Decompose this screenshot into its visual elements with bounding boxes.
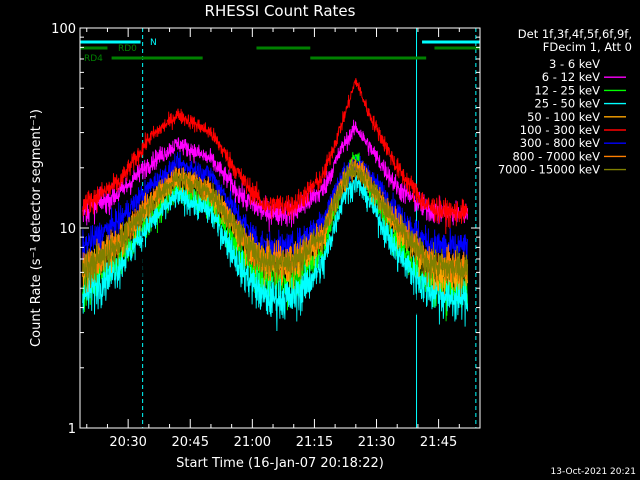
xtick-label-2: 21:00 [234,435,271,450]
legend-header-line2: FDecim 1, Att 0 [543,40,632,54]
legend-header-line1: Det 1f,3f,4f,5f,6f,9f, [518,27,632,41]
state-bar-rd0-0 [80,46,108,50]
xtick-label-0: 20:30 [109,435,146,450]
legend-entry-0: 3 - 6 keV [549,57,600,71]
ytick-label-0: 1 [68,422,76,437]
legend-entry-2: 12 - 25 keV [534,83,600,97]
xtick-label-5: 21:45 [420,435,457,450]
legend-entry-8: 7000 - 15000 keV [498,163,600,177]
footer-timestamp: 13-Oct-2021 20:21 [551,467,636,477]
state-bar-n-0 [80,40,141,44]
state-label-n: N [150,38,157,48]
series-line-5 [82,77,469,235]
series-line-3 [82,175,469,332]
legend: Det 1f,3f,4f,5f,6f,9f, FDecim 1, Att 0 3… [498,27,632,177]
y-axis-ticks: 1 10 100 [51,22,480,437]
x-axis-label: Start Time (16-Jan-07 20:18:22) [176,456,384,471]
state-bar-n-1 [422,40,480,44]
legend-entry-6: 300 - 800 keV [520,136,600,150]
x-axis-ticks: 20:30 20:45 21:00 21:15 21:30 21:45 [86,28,481,450]
xtick-label-3: 21:15 [296,435,333,450]
ytick-label-1: 10 [59,222,76,237]
ytick-label-2: 100 [51,22,76,37]
state-bar-rd0-1 [256,46,311,50]
legend-entry-5: 100 - 300 keV [520,123,600,137]
xtick-label-1: 20:45 [172,435,209,450]
state-label-rd0: RD0 [118,44,137,54]
legend-entry-3: 25 - 50 keV [534,97,600,111]
chart-title: RHESSI Count Rates [205,2,356,20]
xtick-label-4: 21:30 [358,435,395,450]
state-bar-rd4-1 [310,56,427,60]
series-line-0 [82,172,469,358]
plot-area [80,28,480,428]
legend-entry-1: 6 - 12 keV [542,70,600,84]
state-label-rd4: RD4 [84,54,103,64]
legend-entry-7: 800 - 7000 keV [512,149,600,163]
y-axis-label: Count Rate (s⁻¹ detector segment⁻¹) [29,109,44,347]
series-line-8 [82,161,469,297]
legend-entry-4: 50 - 100 keV [527,110,600,124]
state-bar-rd0-2 [434,46,480,50]
state-bar-rd4-0 [111,56,203,60]
